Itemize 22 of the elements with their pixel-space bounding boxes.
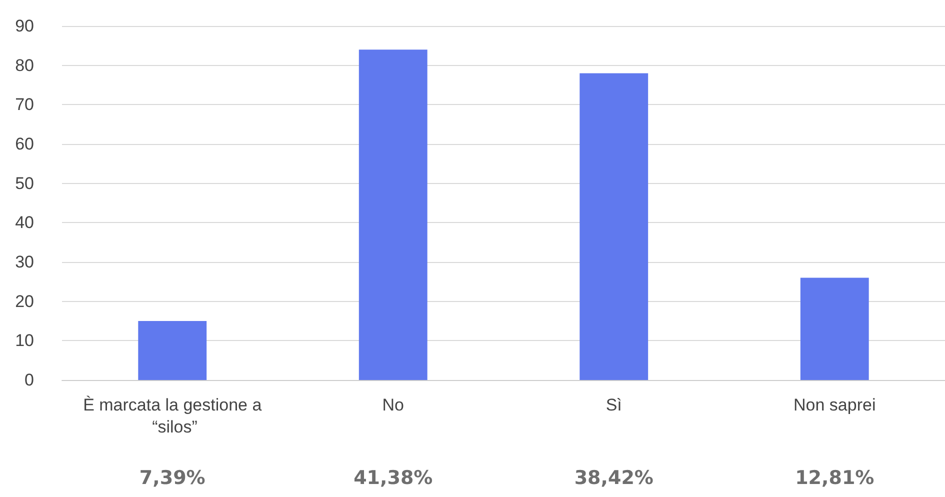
x-tick-label: Sì — [606, 396, 622, 414]
text: 41,38% — [354, 467, 433, 489]
y-tick-label: 0 — [24, 370, 34, 390]
bar — [138, 321, 207, 380]
y-tick-label: 70 — [15, 95, 34, 114]
bar — [358, 50, 428, 380]
text: 7,39% — [139, 467, 206, 489]
x-tick-label: È marcata la gestione a “silos” — [83, 396, 262, 436]
text: 12,81% — [795, 467, 874, 489]
y-tick-label: 10 — [15, 331, 34, 350]
y-tick-label: 40 — [15, 213, 34, 232]
y-tick-label: 90 — [15, 16, 34, 36]
text: 38,42% — [574, 467, 654, 489]
y-tick-label: 50 — [15, 174, 34, 193]
y-tick-label: 60 — [15, 134, 34, 154]
x-tick-label: Non saprei — [794, 396, 876, 414]
y-tick-label: 30 — [15, 252, 34, 272]
bar — [580, 73, 648, 380]
x-tick-label: No — [382, 396, 404, 414]
bar — [800, 278, 869, 380]
y-tick-label: 20 — [15, 292, 34, 311]
y-tick-label: 80 — [15, 56, 34, 75]
